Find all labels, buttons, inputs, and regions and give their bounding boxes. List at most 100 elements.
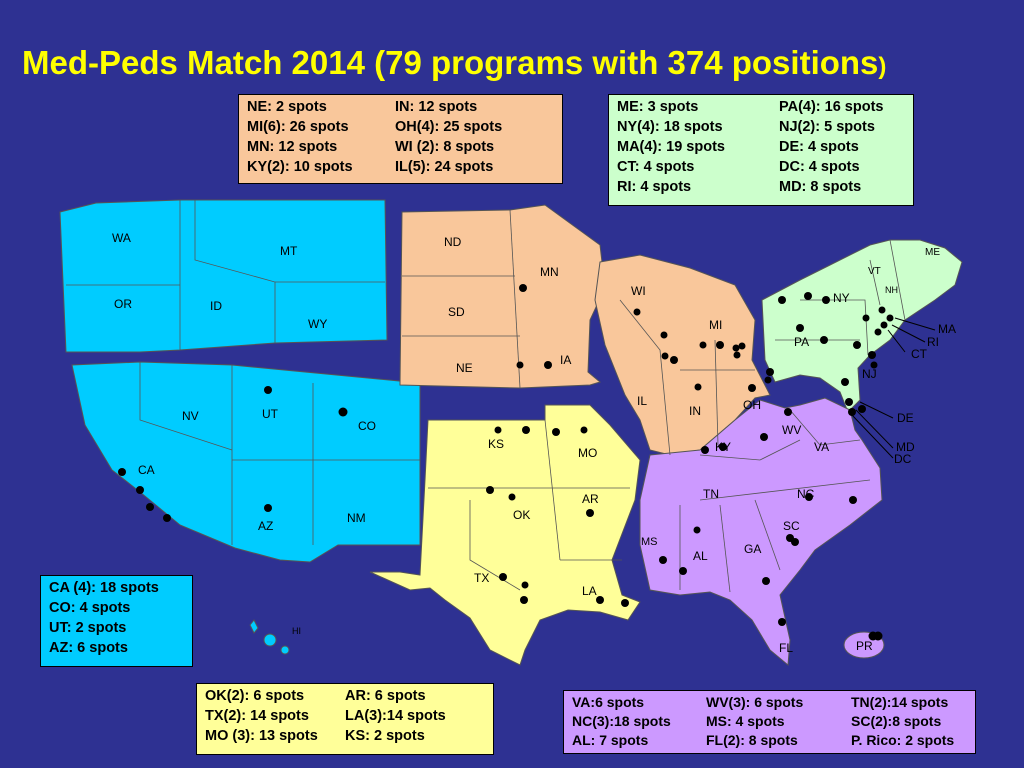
label-ks: KS [488, 437, 504, 451]
state-hawaii [249, 619, 259, 634]
state-borders [66, 200, 906, 593]
label-sc: SC [783, 519, 800, 533]
program-dot [118, 468, 126, 476]
label-nv: NV [182, 409, 199, 423]
label-nh: NH [885, 285, 898, 295]
legend-midwest: NE: 2 spots IN: 12 spots MI(6): 26 spots O… [238, 94, 563, 184]
label-ar: AR [582, 492, 599, 506]
label-md: MD [896, 440, 915, 454]
label-tn: TN [703, 487, 719, 501]
program-dot [796, 324, 804, 332]
program-dot [805, 493, 813, 501]
program-dot [586, 509, 594, 517]
program-dots [118, 284, 894, 641]
program-dot [701, 446, 709, 454]
region-southwest [71, 361, 421, 563]
program-dot [516, 361, 524, 369]
program-dot [521, 581, 529, 589]
label-nc: NC [797, 487, 815, 501]
label-ri: RI [927, 335, 939, 349]
label-de: DE [897, 411, 914, 425]
program-dot [764, 376, 772, 384]
program-dot [670, 356, 678, 364]
label-ia: IA [560, 353, 571, 367]
label-ga: GA [744, 542, 761, 556]
program-dot [621, 599, 629, 607]
program-dot [766, 368, 774, 376]
program-dot [522, 426, 530, 434]
label-id: ID [210, 299, 222, 313]
label-in: IN [689, 404, 701, 418]
label-mi: MI [709, 318, 722, 332]
program-dot [862, 314, 870, 322]
label-dc: DC [894, 452, 912, 466]
program-dot [699, 341, 707, 349]
label-co: CO [358, 419, 376, 433]
program-dot [848, 408, 856, 416]
label-ct: CT [911, 347, 928, 361]
label-tx: TX [474, 571, 489, 585]
program-dot [163, 514, 171, 522]
region-plains [399, 204, 606, 389]
label-wy: WY [308, 317, 327, 331]
label-wv: WV [782, 423, 801, 437]
program-dot [778, 296, 786, 304]
program-dot [661, 352, 669, 360]
program-dot [841, 378, 849, 386]
label-ca: CA [138, 463, 155, 477]
program-dot [679, 567, 687, 575]
legend-southeast: VA:6 spots WV(3): 6 spots TN(2):14 spots N… [563, 690, 976, 754]
program-dot [508, 493, 516, 501]
label-vt: VT [868, 266, 881, 277]
program-dot [762, 577, 770, 585]
label-ky: KY [715, 440, 731, 454]
label-wi: WI [631, 284, 646, 298]
program-dot [659, 556, 667, 564]
program-dot [146, 503, 154, 511]
label-sd: SD [448, 305, 465, 319]
label-al: AL [693, 549, 708, 563]
program-dot [873, 631, 883, 641]
program-dot [338, 407, 348, 417]
region-northeast [761, 239, 963, 413]
legend-west: CA (4): 18 spots CO: 4 spots UT: 2 spots… [40, 575, 193, 667]
program-dot [849, 496, 857, 504]
program-dot [886, 314, 894, 322]
label-pa: PA [794, 335, 809, 349]
label-wa: WA [112, 231, 131, 245]
program-dot [760, 433, 768, 441]
program-dot [784, 408, 792, 416]
page-title: Med-Peds Match 2014 (79 programs with 37… [22, 44, 887, 81]
program-dot [804, 292, 812, 300]
program-dot [778, 618, 786, 626]
label-ok: OK [513, 508, 530, 522]
program-dot [880, 321, 888, 329]
label-fl: FL [779, 641, 793, 655]
label-ut: UT [262, 407, 279, 421]
program-dot [596, 596, 604, 604]
state-hawaii-island-2 [280, 645, 290, 655]
program-dot [738, 342, 746, 350]
region-northwest [59, 199, 388, 353]
program-dot [870, 361, 878, 369]
program-dot [544, 361, 552, 369]
label-ny: NY [833, 291, 850, 305]
program-dot [499, 573, 507, 581]
program-dot [853, 341, 861, 349]
label-nm: NM [347, 511, 366, 525]
label-nj: NJ [862, 367, 877, 381]
label-me: ME [925, 247, 940, 258]
program-dot [878, 306, 886, 314]
legend-south-central: OK(2): 6 spots AR: 6 spots TX(2): 14 spot… [196, 683, 494, 755]
label-il: IL [637, 394, 647, 408]
program-dot [633, 308, 641, 316]
program-dot [748, 384, 756, 392]
program-dot [264, 504, 272, 512]
label-mt: MT [280, 244, 298, 258]
program-dot [136, 486, 144, 494]
label-ma: MA [938, 322, 956, 336]
program-dot [660, 331, 668, 339]
program-dot [822, 296, 830, 304]
program-dot [719, 443, 727, 451]
